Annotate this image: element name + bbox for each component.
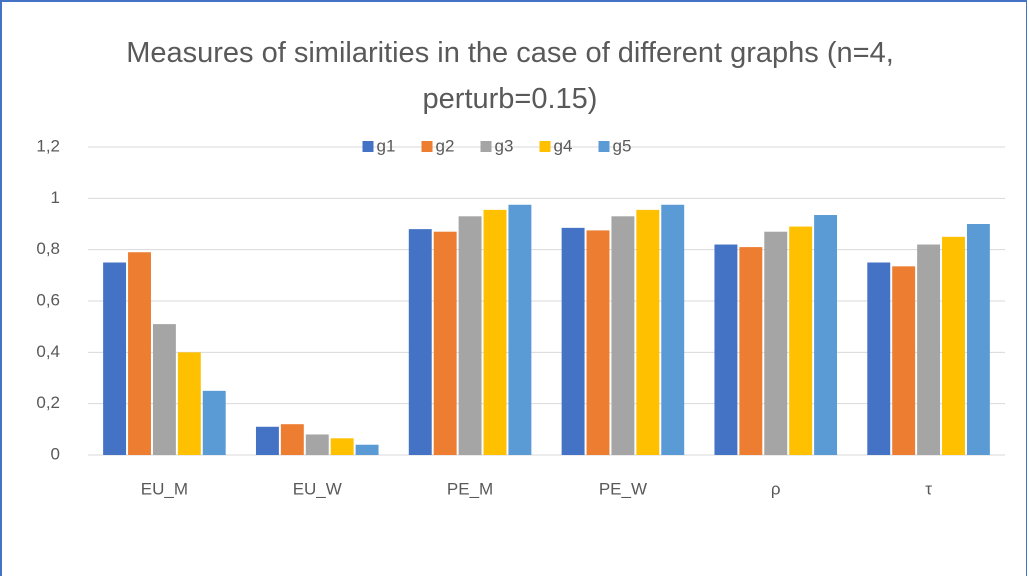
bar (408, 229, 432, 455)
legend-label: g3 (495, 136, 514, 155)
bar (330, 438, 354, 455)
bar (814, 215, 838, 455)
bar (433, 231, 457, 455)
x-tick-label: PE_M (447, 479, 493, 498)
legend-swatch (598, 141, 610, 152)
bar (128, 252, 151, 455)
x-tick-label: EU_M (141, 479, 188, 498)
bar (917, 244, 941, 455)
legend-label: g5 (613, 136, 632, 155)
x-tick-label: EU_W (293, 479, 342, 498)
bar (561, 227, 585, 455)
bar (177, 352, 201, 455)
bar (255, 426, 279, 455)
bar (636, 209, 660, 455)
legend-label: g2 (436, 136, 455, 155)
bar (508, 204, 532, 455)
bar (355, 444, 379, 455)
x-tick-label: PE_W (599, 479, 647, 498)
bar (483, 209, 507, 455)
x-tick-label: ρ (771, 479, 781, 498)
y-tick-label: 0 (51, 444, 60, 463)
bar (764, 231, 788, 455)
legend-label: g1 (377, 136, 396, 155)
legend-label: g4 (554, 136, 573, 155)
bar (586, 230, 610, 455)
bar (305, 434, 329, 455)
y-tick-label: 0,6 (36, 290, 60, 309)
legend-swatch (480, 141, 492, 152)
legend-swatch (539, 141, 551, 152)
legend-swatch (421, 141, 433, 152)
bar (611, 216, 635, 455)
bar (789, 226, 813, 455)
bar (280, 424, 304, 455)
bar (942, 236, 965, 455)
bar (714, 244, 738, 455)
bar (661, 204, 685, 455)
legend-swatch (362, 141, 374, 152)
bar (966, 224, 990, 455)
y-tick-label: 0,4 (36, 342, 60, 361)
y-tick-label: 0,8 (36, 239, 60, 258)
y-tick-label: 1 (51, 188, 60, 207)
bar (892, 266, 916, 455)
chart-title: Measures of similarities in the case of … (126, 37, 894, 115)
y-tick-label: 1,2 (36, 136, 60, 155)
bar (202, 390, 226, 455)
bar (103, 262, 127, 455)
bar (867, 262, 891, 455)
bar (458, 216, 482, 455)
bar (152, 324, 176, 455)
y-tick-label: 0,2 (36, 393, 60, 412)
bar (739, 247, 763, 455)
x-tick-label: τ (925, 479, 932, 498)
